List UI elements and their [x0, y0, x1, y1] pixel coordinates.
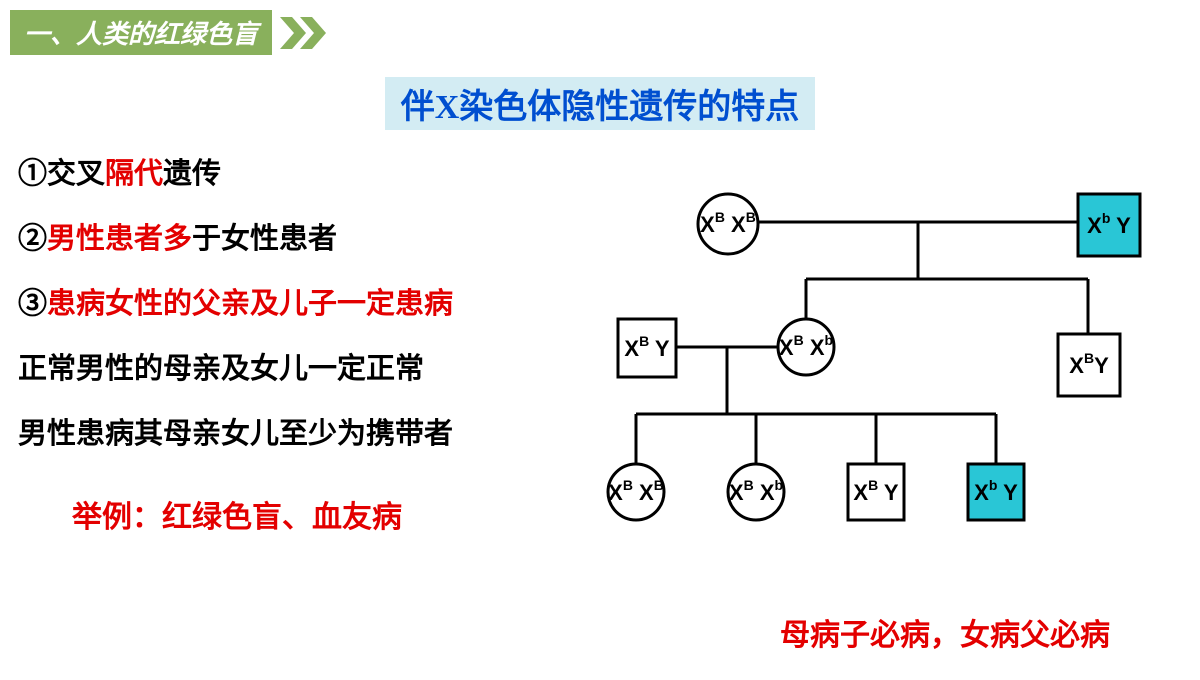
pedigree-diagram: XB XBXb YXB YXB XbXBYXB XBXB XbXB YXb Y: [578, 144, 1182, 564]
bullet-3: ③患病女性的父亲及儿子一定患病: [18, 274, 578, 335]
example-text: 举例：红绿色盲、血友病: [72, 486, 578, 549]
section-header: 一、人类的红绿色盲: [0, 0, 1200, 55]
bullet-4: 正常男性的母亲及女儿一定正常: [18, 339, 578, 400]
bullet-1: ①交叉隔代遗传: [18, 144, 578, 205]
chevron-icon: [278, 15, 342, 51]
header-label: 一、人类的红绿色盲: [10, 10, 272, 55]
subtitle: 伴X染色体隐性遗传的特点: [385, 77, 816, 130]
bullet-5: 男性患病其母亲女儿至少为携带者: [18, 404, 578, 465]
footer-note: 母病子必病，女病父必病: [780, 610, 1110, 654]
bullet-2: ②男性患者多于女性患者: [18, 209, 578, 270]
bullet-list: ①交叉隔代遗传 ②男性患者多于女性患者 ③患病女性的父亲及儿子一定患病 正常男性…: [18, 144, 578, 564]
subtitle-wrap: 伴X染色体隐性遗传的特点: [0, 77, 1200, 130]
